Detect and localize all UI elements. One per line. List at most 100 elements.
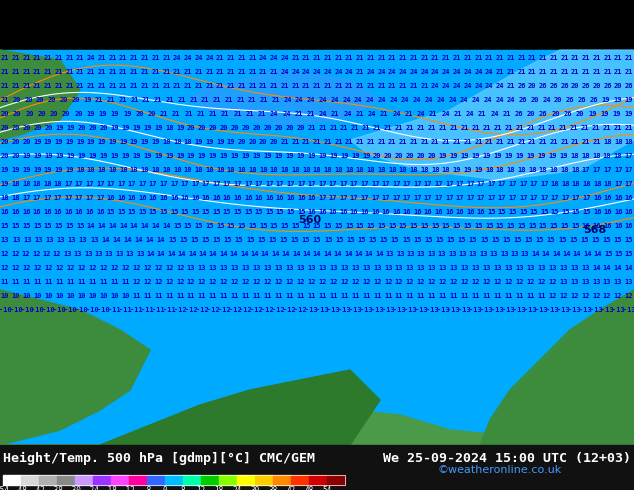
Text: 21: 21 [302,83,311,89]
Text: 14: 14 [531,251,540,257]
Bar [147,475,165,485]
Text: 24: 24 [496,83,504,89]
Text: 26: 26 [539,111,548,117]
Text: 12: 12 [23,265,31,271]
Text: 21: 21 [345,83,354,89]
Text: 15: 15 [391,237,399,243]
Text: 21: 21 [624,69,633,75]
Text: 21: 21 [431,139,439,145]
Text: 20: 20 [22,139,31,145]
Text: 21: 21 [291,55,300,61]
Text: 20: 20 [11,153,20,159]
Text: 15: 15 [413,237,422,243]
Text: 16: 16 [434,209,443,215]
Text: 21: 21 [248,55,257,61]
Text: 17: 17 [96,181,105,187]
Text: 12: 12 [11,265,20,271]
Text: 21: 21 [559,125,567,131]
Text: 12: 12 [515,279,524,285]
Text: 13: 13 [340,265,349,271]
Text: 21: 21 [98,83,106,89]
Text: 26: 26 [603,83,612,89]
Text: 20: 20 [269,139,278,145]
Text: 19: 19 [463,167,472,173]
Text: 19: 19 [22,167,31,173]
Text: 21: 21 [582,55,590,61]
Text: 15: 15 [170,209,178,215]
Text: -10: -10 [75,307,88,313]
Text: 12: 12 [450,279,458,285]
Text: 13: 13 [479,251,488,257]
Text: 15: 15 [580,237,589,243]
Text: 12: 12 [559,293,567,299]
Text: 15: 15 [280,223,289,229]
Text: 20: 20 [528,83,536,89]
Text: 13: 13 [84,251,93,257]
Text: 19: 19 [130,139,138,145]
Text: 18: 18 [11,195,20,201]
Text: 21: 21 [1,83,10,89]
Text: 0: 0 [163,486,167,490]
Text: 16: 16 [297,195,306,201]
Text: 21: 21 [472,125,480,131]
Text: 20: 20 [1,111,10,117]
Text: 19: 19 [119,139,127,145]
Text: 15: 15 [558,237,566,243]
Text: 13: 13 [395,265,403,271]
Text: 24: 24 [472,97,480,103]
Text: 12: 12 [34,265,42,271]
Text: 21: 21 [482,125,491,131]
Text: 14: 14 [101,237,110,243]
Text: 12: 12 [307,279,316,285]
Text: 26: 26 [590,97,598,103]
Text: 21: 21 [65,69,74,75]
Text: 14: 14 [292,251,301,257]
Text: 21: 21 [496,55,504,61]
Text: 20: 20 [11,125,20,131]
Text: 20: 20 [1,125,10,131]
Text: -13: -13 [360,307,373,313]
Text: 15: 15 [269,223,278,229]
Text: 24: 24 [368,111,377,117]
Text: 8: 8 [181,486,185,490]
Text: 21: 21 [496,139,504,145]
Text: 17: 17 [43,195,51,201]
Text: -13: -13 [568,307,581,313]
Text: 21: 21 [162,55,171,61]
Text: 15: 15 [302,237,310,243]
Text: 14: 14 [261,251,269,257]
Text: 21: 21 [162,83,171,89]
Text: 14: 14 [375,251,384,257]
Text: 15: 15 [276,209,284,215]
Text: 18: 18 [119,167,127,173]
Text: 15: 15 [11,223,20,229]
Bar [309,475,327,485]
Text: 12: 12 [318,279,327,285]
Text: 11: 11 [296,293,305,299]
Text: 18: 18 [592,153,600,159]
Text: 19: 19 [195,139,203,145]
Text: 17: 17 [287,181,295,187]
Text: 21: 21 [571,55,579,61]
Text: 15: 15 [380,237,388,243]
Text: 13: 13 [63,251,72,257]
Text: 12: 12 [264,279,272,285]
Text: 16: 16 [265,195,274,201]
Text: 21: 21 [44,83,52,89]
Text: 13: 13 [439,265,447,271]
Text: 14: 14 [146,237,154,243]
Text: 17: 17 [382,181,390,187]
Text: -54: -54 [0,486,10,490]
Text: 16: 16 [159,195,168,201]
Text: 15: 15 [138,209,146,215]
Text: 13: 13 [45,237,54,243]
Text: -13: -13 [524,307,537,313]
Text: 12: 12 [165,265,174,271]
Text: 21: 21 [108,55,117,61]
Text: 568: 568 [583,225,607,235]
Text: 11: 11 [428,293,436,299]
Text: 24: 24 [441,111,450,117]
Text: 18: 18 [345,167,354,173]
Text: 18: 18 [227,167,235,173]
Text: 21: 21 [377,139,386,145]
